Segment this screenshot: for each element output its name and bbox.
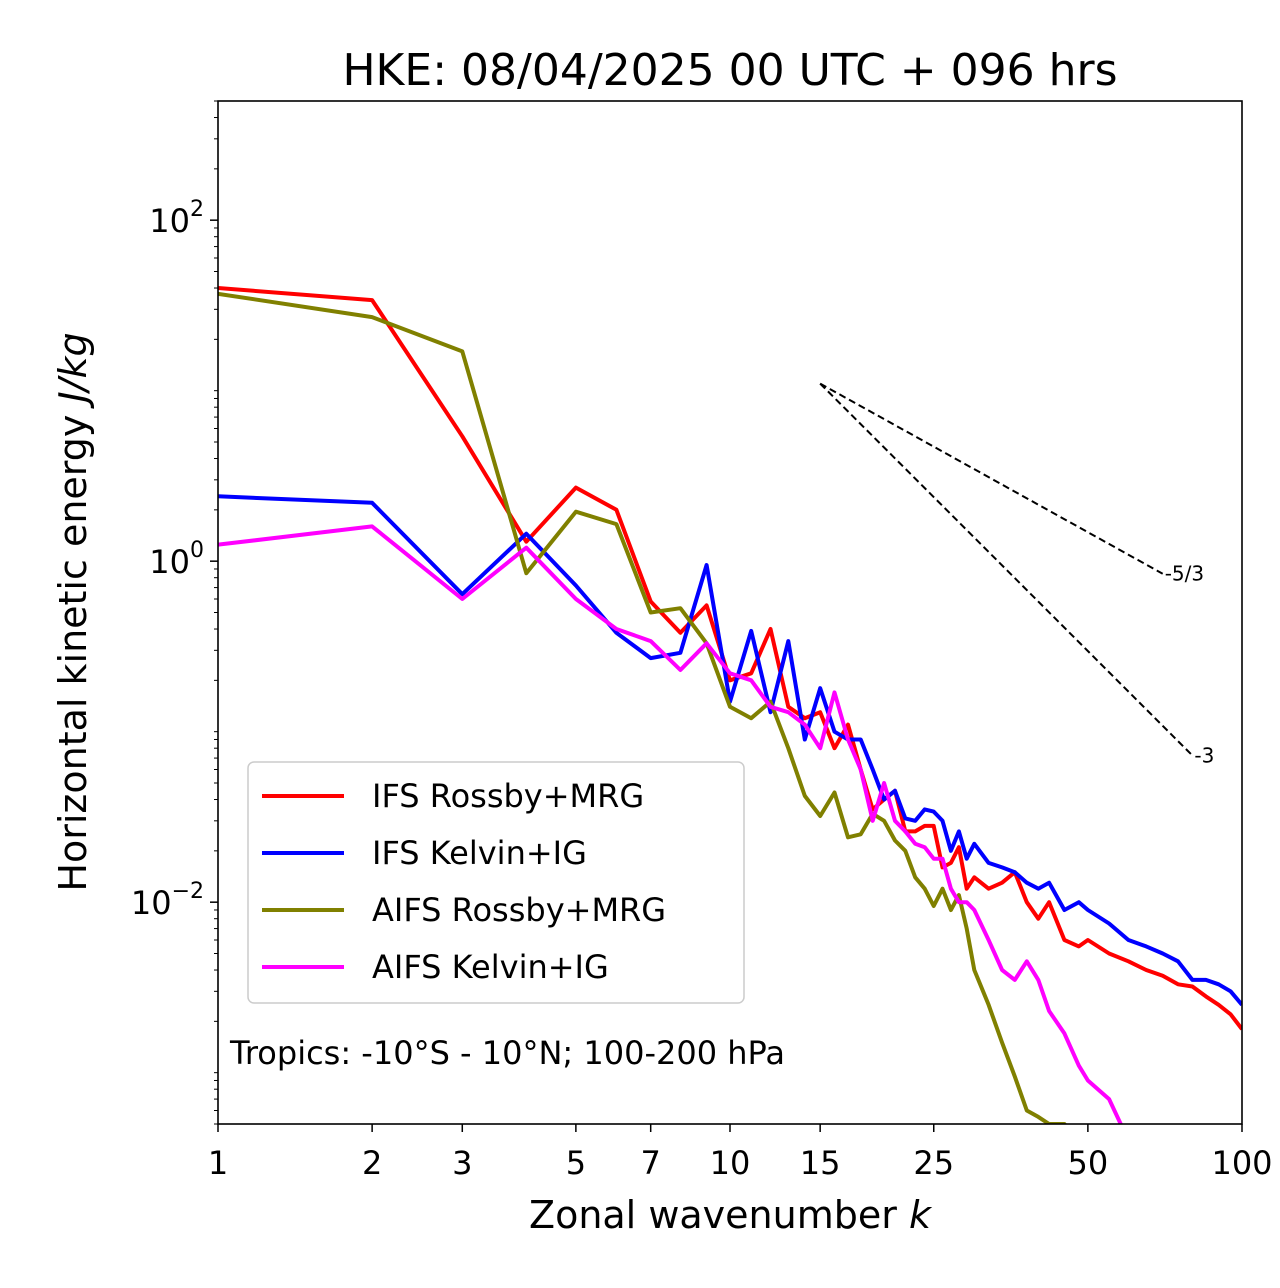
series-lines xyxy=(218,286,1242,1124)
x-tick-label: 7 xyxy=(641,1144,661,1182)
x-axis-ticks: 1 2 3 5 7 10 15 25 50 100 xyxy=(208,1124,1273,1182)
reference-slope-line xyxy=(819,382,1194,757)
y-axis-ticks: 102 100 10−2 xyxy=(131,100,218,1125)
legend-label: AIFS Rossby+MRG xyxy=(372,891,666,929)
legend-box xyxy=(247,761,745,1004)
x-axis-label: Zonal wavenumber k xyxy=(529,1193,933,1237)
legend-label: IFS Kelvin+IG xyxy=(372,834,587,872)
x-tick-label: 2 xyxy=(362,1144,382,1182)
y-tick-label: 102 xyxy=(149,197,204,240)
x-tick-label: 5 xyxy=(566,1144,586,1182)
reference-slope-label: -3 xyxy=(1194,743,1214,767)
chart-title: HKE: 08/04/2025 00 UTC + 096 hrs xyxy=(342,45,1117,96)
x-tick-label: 15 xyxy=(800,1144,841,1182)
reference-slope-line xyxy=(819,382,1164,575)
legend: IFS Rossby+MRG IFS Kelvin+IG AIFS Rossby+M… xyxy=(247,761,745,1004)
series-line-0 xyxy=(218,286,1242,1031)
x-tick-label: 10 xyxy=(710,1144,751,1182)
region-annotation: Tropics: -10°S - 10°N; 100-200 hPa xyxy=(229,1034,785,1072)
reference-slope-lines: -5/3 -3 xyxy=(819,382,1214,767)
x-tick-label: 3 xyxy=(452,1144,472,1182)
series-line-1 xyxy=(218,494,1242,1007)
reference-slope-label: -5/3 xyxy=(1165,562,1204,586)
x-tick-label: 25 xyxy=(913,1144,954,1182)
series-line-3 xyxy=(218,524,1123,1124)
series-line-2 xyxy=(218,291,1068,1124)
x-tick-label: 50 xyxy=(1068,1144,1109,1182)
x-tick-label: 1 xyxy=(208,1144,228,1182)
plot-frame xyxy=(217,100,1243,1125)
legend-label: IFS Rossby+MRG xyxy=(372,777,644,815)
y-tick-label: 10−2 xyxy=(131,879,204,922)
y-tick-label: 100 xyxy=(149,538,204,581)
x-tick-label: 100 xyxy=(1211,1144,1272,1182)
legend-label: AIFS Kelvin+IG xyxy=(372,948,609,986)
y-axis-label: Horizontal kinetic energy J/kg xyxy=(51,332,95,891)
